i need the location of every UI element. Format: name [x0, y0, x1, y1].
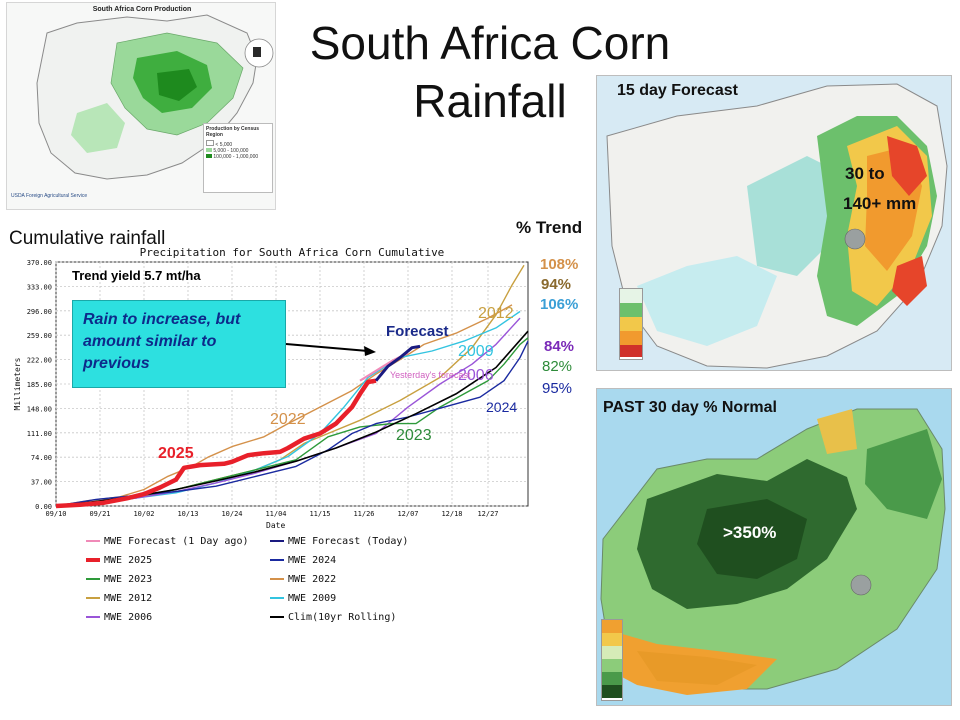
forecast-map-title: 15 day Forecast — [617, 82, 738, 99]
production-map-title: South Africa Corn Production — [92, 6, 192, 13]
x-tick-label: 10/24 — [221, 510, 242, 518]
x-tick-label: 09/21 — [89, 510, 110, 518]
legend-label: Clim(10yr Rolling) — [288, 612, 396, 623]
past-map-graphic — [597, 389, 951, 705]
x-tick-label: 11/26 — [353, 510, 374, 518]
y-tick-label: 333.00 — [27, 283, 52, 291]
chart-annotation: Yesterday's forecast — [390, 370, 471, 380]
x-tick-label: 10/13 — [177, 510, 198, 518]
y-axis-label: Millimeters — [13, 357, 22, 410]
y-tick-label: 74.00 — [31, 454, 52, 462]
forecast-arrow — [285, 343, 369, 352]
series-line-2022 — [55, 304, 513, 507]
series-line-fc_today — [374, 344, 421, 382]
y-tick-label: 37.00 — [31, 479, 52, 487]
forecast-arrowhead — [364, 346, 376, 356]
production-map-legend: Production by Census Region < 5,000 5,00… — [203, 123, 273, 193]
y-tick-label: 185.00 — [27, 381, 52, 389]
y-tick-label: 111.00 — [27, 430, 52, 438]
series-line-2025 — [55, 378, 377, 509]
y-tick-label: 0.00 — [35, 503, 52, 511]
x-tick-label: 12/18 — [441, 510, 462, 518]
chart-annotation: 2022 — [270, 411, 306, 428]
legend-label: MWE 2024 — [288, 555, 336, 566]
production-legend-title: Production by Census Region — [206, 126, 260, 138]
x-tick-label: 12/27 — [477, 510, 498, 518]
corn-production-map: South Africa Corn Production Production … — [6, 2, 276, 210]
trend-value: 108% — [540, 256, 579, 273]
chart-annotation: 2009 — [458, 343, 494, 360]
legend-label: MWE Forecast (Today) — [288, 536, 408, 547]
x-axis-label: Date — [266, 521, 285, 530]
chart-annotation: Forecast — [386, 323, 449, 340]
trend-value: 94% — [541, 276, 572, 293]
forecast-map: 15 day Forecast 30 to 140+ mm — [596, 75, 952, 371]
trend-value: 106% — [540, 296, 579, 313]
series-line-2024 — [55, 340, 529, 507]
x-tick-label: 11/04 — [265, 510, 286, 518]
chart-annotation: 2006 — [458, 367, 494, 384]
past-30day-map: PAST 30 day % Normal >350% — [596, 388, 952, 706]
production-legend-item: 5,000 - 100,000 — [206, 148, 270, 154]
x-tick-label: 12/07 — [397, 510, 418, 518]
trend-value: 82% — [542, 358, 573, 375]
y-tick-label: 148.00 — [27, 405, 52, 413]
trend-value: 95% — [542, 380, 573, 397]
legend-label: MWE 2025 — [104, 555, 152, 566]
chart-annotation: Trend yield 5.7 mt/ha — [72, 268, 201, 283]
trend-header: % Trend — [516, 218, 583, 237]
production-legend-item: < 5,000 — [206, 140, 270, 148]
usda-footer: USDA Foreign Agricultural Service — [11, 193, 88, 199]
production-legend-item: 100,000 - 1,000,000 — [206, 154, 270, 160]
past-map-note: >350% — [723, 523, 777, 542]
chart-title: Precipitation for South Africa Corn Cumu… — [140, 246, 445, 259]
y-tick-label: 259.00 — [27, 332, 52, 340]
forecast-note-line2: 140+ mm — [843, 194, 917, 213]
x-tick-label: 10/02 — [133, 510, 154, 518]
legend-label: MWE 2009 — [288, 593, 336, 604]
x-tick-label: 09/10 — [45, 510, 66, 518]
y-tick-label: 370.00 — [27, 259, 52, 267]
chart-annotation: 2023 — [396, 427, 432, 444]
x-tick-label: 11/15 — [309, 510, 330, 518]
legend-label: MWE 2023 — [104, 574, 152, 585]
chart-annotation: 2025 — [158, 445, 194, 462]
past-map-title: PAST 30 day % Normal — [603, 399, 777, 416]
forecast-map-graphic — [597, 76, 951, 370]
legend-label: MWE 2012 — [104, 593, 152, 604]
forecast-note-line1: 30 to — [845, 164, 885, 183]
slide-title: South Africa Corn Rainfall — [309, 17, 671, 127]
rain-callout: Rain to increase, but amount similar to … — [72, 300, 286, 388]
legend-label: MWE 2022 — [288, 574, 336, 585]
past-map-legend — [601, 619, 623, 701]
chart-annotation: 2012 — [478, 305, 514, 322]
y-tick-label: 296.00 — [27, 308, 52, 316]
legend-label: MWE 2006 — [104, 612, 152, 623]
y-tick-label: 222.00 — [27, 357, 52, 365]
chart-annotation: 2024 — [486, 399, 517, 415]
forecast-map-legend — [619, 288, 643, 360]
cumulative-rainfall-label: Cumulative rainfall — [9, 228, 166, 249]
production-map-graphic — [36, 14, 274, 180]
legend-label: MWE Forecast (1 Day ago) — [104, 536, 249, 547]
trend-value: 84% — [544, 338, 575, 355]
